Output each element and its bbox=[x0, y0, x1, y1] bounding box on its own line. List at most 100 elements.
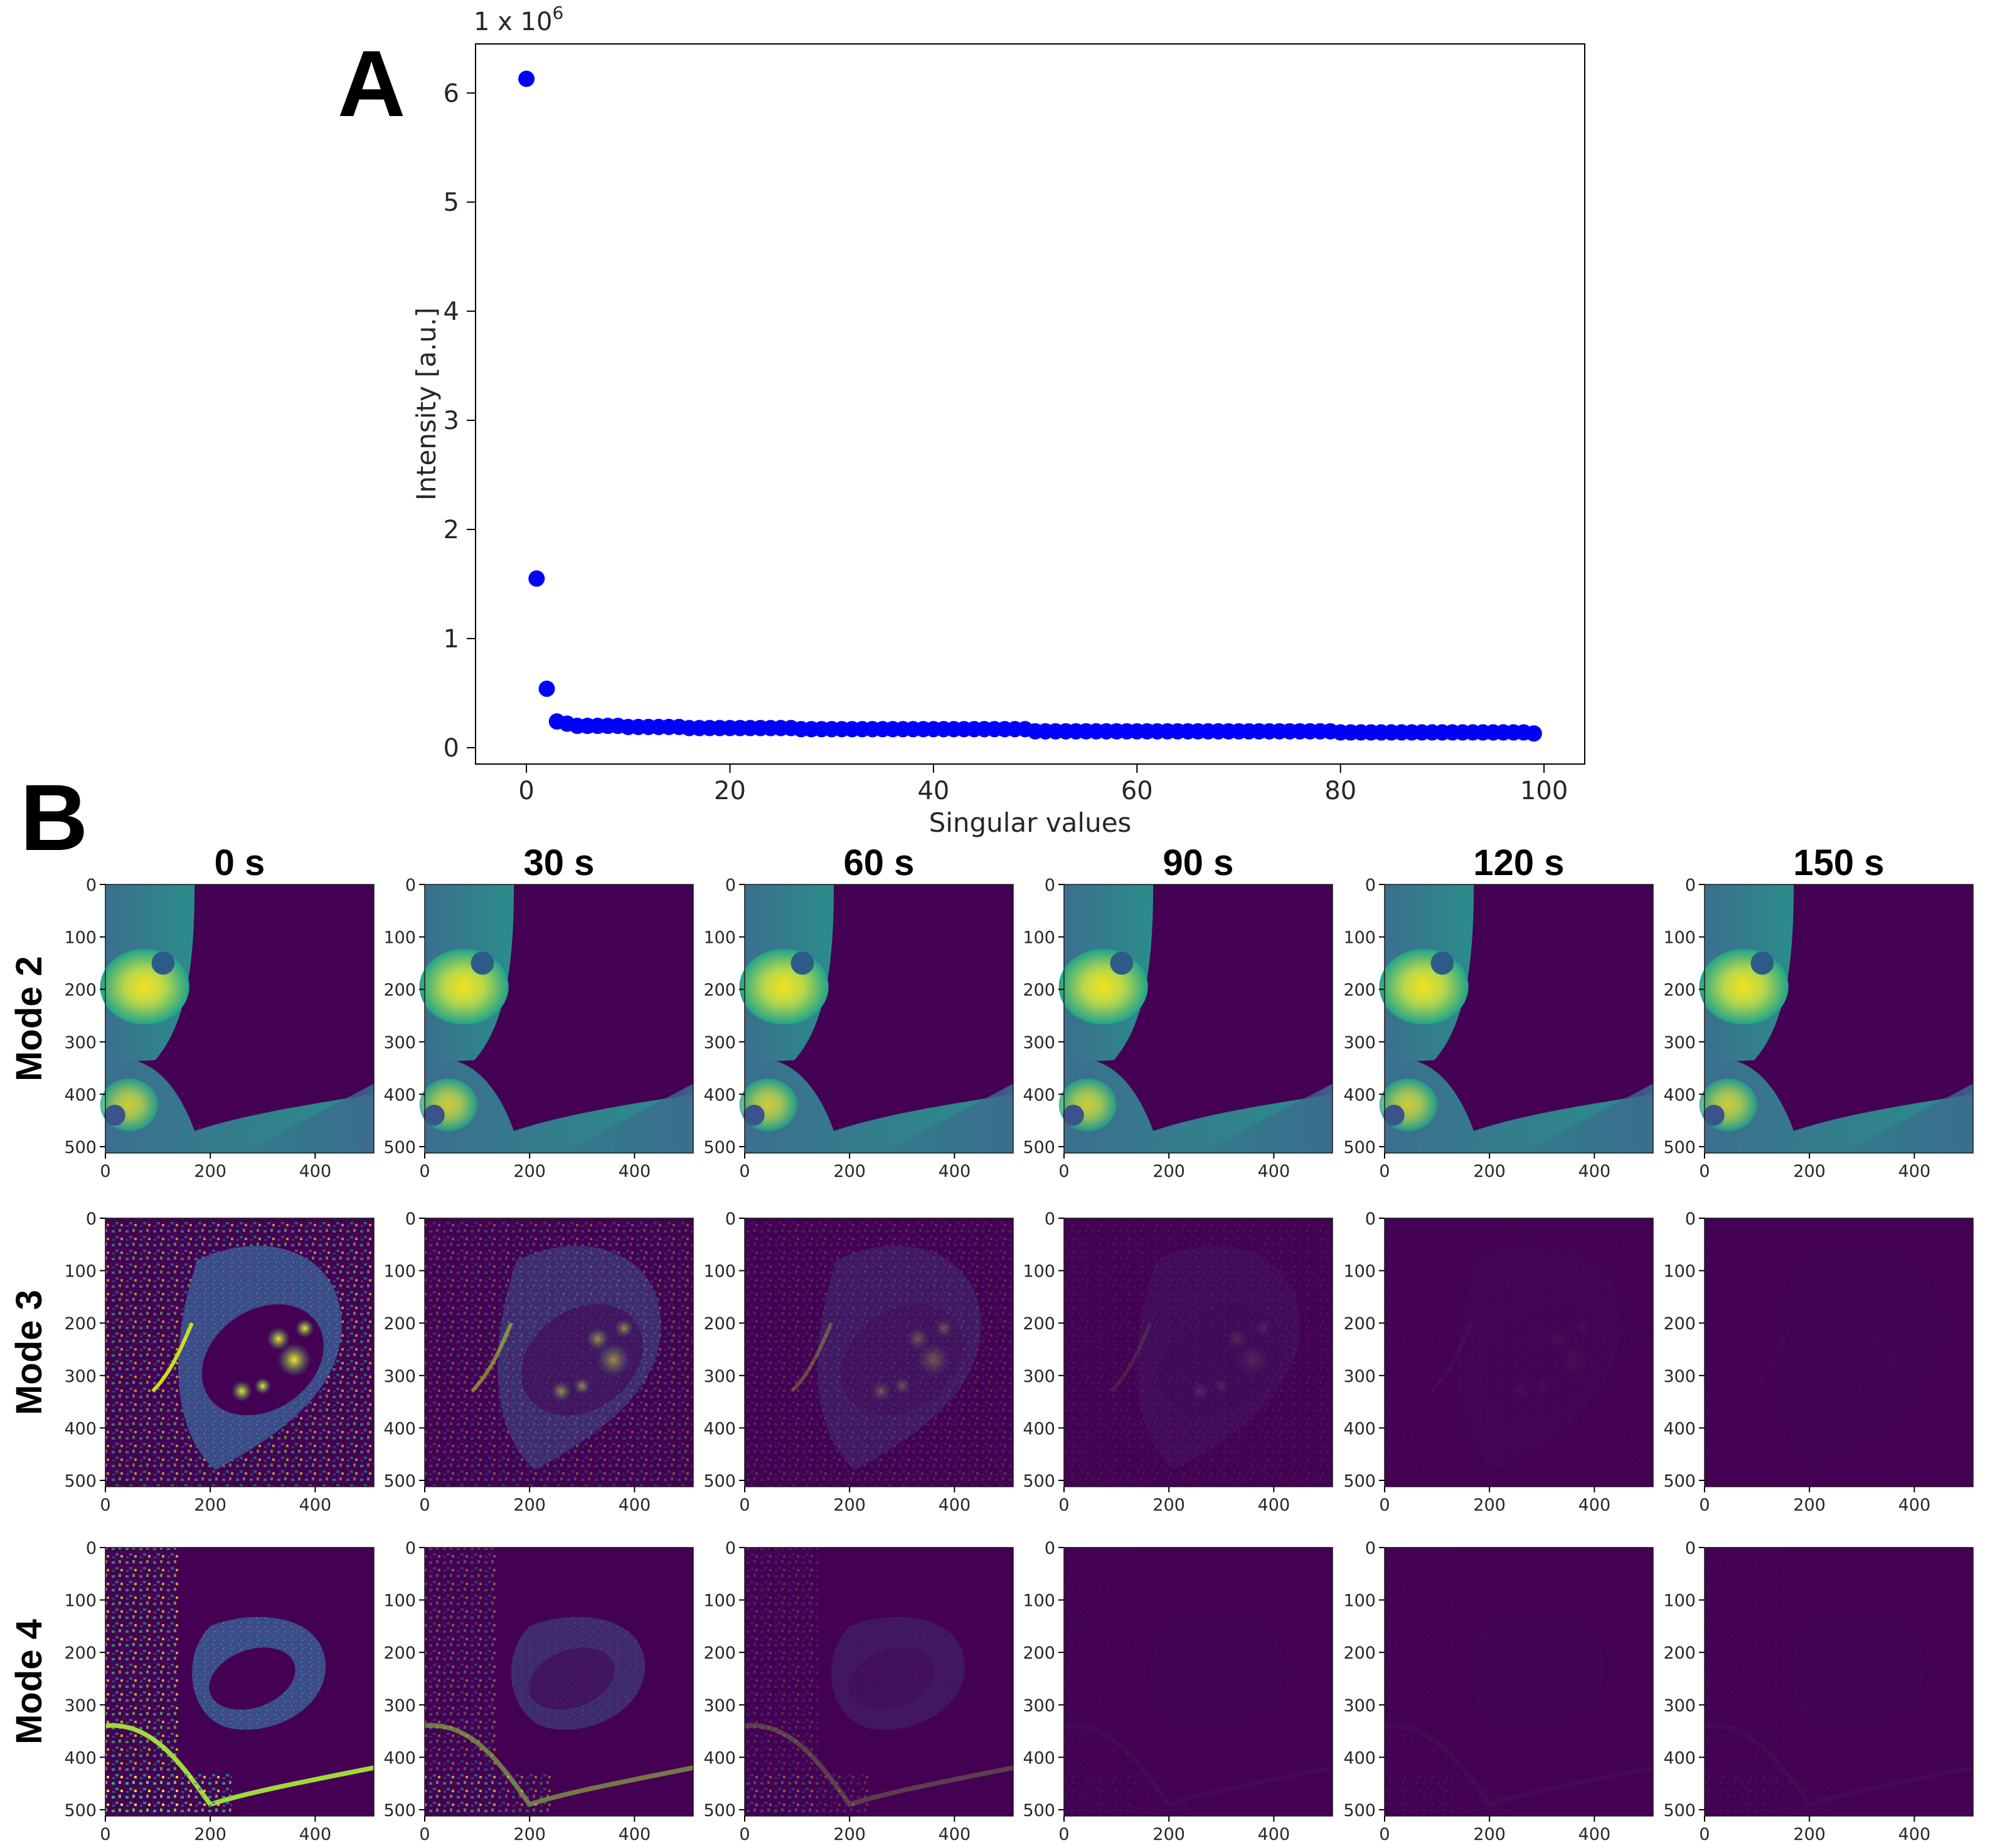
bright-spot bbox=[1189, 1381, 1211, 1402]
x-tick-label: 100 bbox=[1520, 777, 1568, 805]
row-title: Mode 2 bbox=[9, 956, 50, 1081]
column-title: 60 s bbox=[844, 842, 915, 883]
y-tick-label: 0 bbox=[405, 876, 416, 895]
x-tick-label: 0 bbox=[419, 1825, 430, 1844]
image-frame bbox=[105, 1218, 375, 1487]
noise-texture bbox=[745, 1548, 819, 1816]
column-title: 150 s bbox=[1793, 842, 1884, 883]
bright-edge bbox=[471, 1322, 513, 1393]
nucleus-dark bbox=[848, 1647, 935, 1710]
image-frame bbox=[424, 1547, 694, 1817]
y-tick-label: 0 bbox=[1365, 876, 1376, 895]
y-tick-label: 100 bbox=[1343, 1591, 1376, 1611]
dark-spot bbox=[151, 952, 175, 975]
y-tick-label: 300 bbox=[1663, 1367, 1696, 1386]
dark-spot bbox=[1383, 1105, 1405, 1126]
faint-tail bbox=[1841, 1083, 1973, 1153]
column-title: 0 s bbox=[215, 842, 265, 883]
image-frame bbox=[1704, 884, 1974, 1154]
x-tick-label: 400 bbox=[299, 1495, 332, 1515]
bright-spot bbox=[231, 1381, 253, 1402]
y-tick-label: 0 bbox=[1045, 876, 1055, 895]
y-tick-label: 0 bbox=[86, 1539, 97, 1558]
y-tick-label: 100 bbox=[703, 1262, 736, 1282]
y-tick-label: 400 bbox=[703, 1085, 736, 1105]
y-tick-label: 400 bbox=[1023, 1419, 1055, 1438]
y-tick-label: 300 bbox=[1023, 1696, 1055, 1716]
image-frame bbox=[1063, 1218, 1333, 1487]
x-tick-label: 0 bbox=[1379, 1495, 1390, 1515]
y-tick-label: 0 bbox=[725, 876, 736, 895]
scatter-chart: 0 20 40 60 80 100 0 1 2 3 4 5 6 Singular values Intens… bbox=[411, 3, 1585, 838]
y-tick-label: 500 bbox=[64, 1801, 97, 1820]
bright-spot bbox=[1225, 1327, 1249, 1351]
y-tick-label: 200 bbox=[1343, 1314, 1376, 1334]
y-tick-label: 500 bbox=[1343, 1472, 1376, 1491]
bright-spot bbox=[1866, 1327, 1889, 1351]
x-tick-label: 200 bbox=[1473, 1825, 1506, 1844]
x-tick-label: 200 bbox=[194, 1825, 226, 1844]
y-tick-label: 100 bbox=[1343, 928, 1376, 948]
cell-body bbox=[1137, 1246, 1301, 1470]
y-tick-label: 400 bbox=[1023, 1748, 1055, 1768]
y-tick-label: 100 bbox=[383, 1262, 416, 1282]
y-tick-label: 300 bbox=[383, 1033, 416, 1053]
noise-texture bbox=[1705, 1773, 1831, 1816]
x-tick-label: 200 bbox=[1152, 1825, 1185, 1844]
image-frame bbox=[105, 884, 375, 1154]
plot-frame bbox=[475, 43, 1585, 765]
y-tick-label: 500 bbox=[1343, 1801, 1376, 1820]
y-tick-label: 0 bbox=[1045, 1539, 1055, 1558]
y-tick-label: 100 bbox=[1023, 1262, 1055, 1282]
data-point bbox=[1525, 725, 1542, 742]
bright-edge bbox=[1110, 1322, 1152, 1393]
x-tick-label: 0 bbox=[100, 1495, 110, 1515]
x-tick-label: 400 bbox=[939, 1162, 971, 1181]
y-tick-label: 400 bbox=[703, 1419, 736, 1438]
bright-region bbox=[419, 948, 509, 1025]
y-tick-label: 500 bbox=[1023, 1801, 1055, 1820]
image-frame bbox=[744, 1218, 1014, 1487]
bright-spot bbox=[870, 1381, 892, 1402]
y-tick-label: 200 bbox=[1023, 1314, 1055, 1334]
noise-texture bbox=[1064, 1773, 1190, 1816]
bright-region bbox=[1379, 948, 1469, 1025]
x-tick-label: 200 bbox=[513, 1495, 546, 1515]
x-tick-label: 400 bbox=[619, 1495, 651, 1515]
x-tick-label: 200 bbox=[1152, 1162, 1185, 1181]
image-frame bbox=[1384, 1547, 1654, 1817]
y-tick-label: 100 bbox=[1663, 1262, 1696, 1282]
y-tick-label: 400 bbox=[383, 1085, 416, 1105]
faint-tail bbox=[1200, 1083, 1333, 1153]
y-tick-label: 200 bbox=[383, 1644, 416, 1663]
dark-spot bbox=[471, 952, 494, 975]
y-tick-label: 500 bbox=[1023, 1472, 1055, 1491]
noise-texture bbox=[1385, 1773, 1511, 1816]
dark-spot bbox=[1430, 952, 1454, 975]
y-tick-label: 500 bbox=[1663, 1472, 1696, 1491]
x-tick-label: 200 bbox=[194, 1162, 226, 1181]
y-tick-label: 0 bbox=[1365, 1539, 1376, 1558]
y-tick-label: 100 bbox=[383, 1591, 416, 1611]
bright-spot bbox=[1556, 1342, 1590, 1377]
y-tick-label: 200 bbox=[1023, 980, 1055, 1000]
faint-tail bbox=[1521, 1083, 1653, 1153]
y-tick-label: 400 bbox=[383, 1419, 416, 1438]
image-frame bbox=[1704, 1218, 1974, 1487]
y-tick-label: 100 bbox=[1663, 1591, 1696, 1611]
y-tick-label: 200 bbox=[1343, 1644, 1376, 1663]
y-tick-label: 300 bbox=[1663, 1696, 1696, 1716]
y-tick-label: 400 bbox=[1663, 1748, 1696, 1768]
y-tick-label: 0 bbox=[86, 1209, 97, 1229]
bright-spot bbox=[267, 1327, 290, 1351]
y-tick-label: 100 bbox=[1023, 928, 1055, 948]
image-frame bbox=[424, 1218, 694, 1487]
x-tick-label: 200 bbox=[833, 1825, 866, 1844]
x-tick-label: 400 bbox=[619, 1162, 651, 1181]
